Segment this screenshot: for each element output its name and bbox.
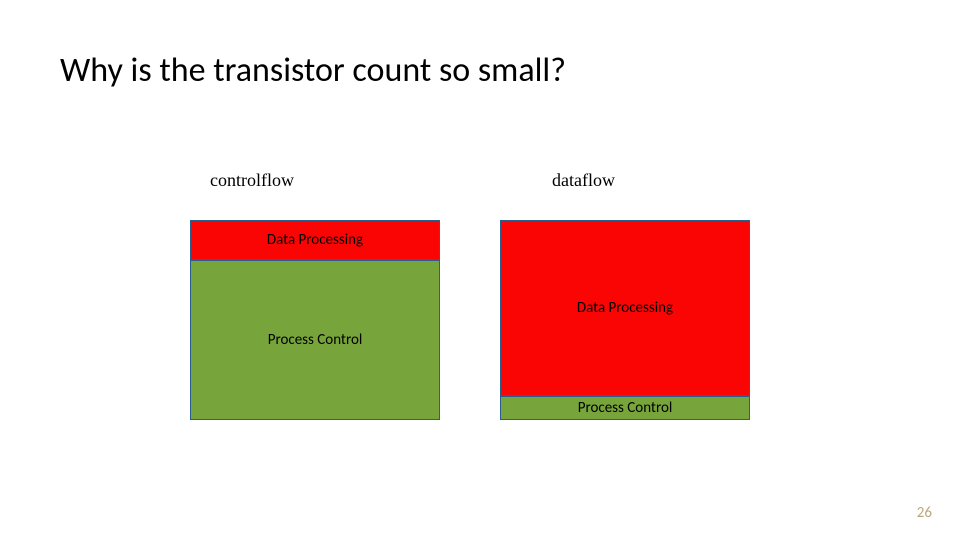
dataflow-diagram: Data Processing Process Control — [500, 220, 750, 420]
slide-title: Why is the transistor count so small? — [60, 50, 566, 91]
controlflow-data-processing-box: Data Processing — [190, 220, 440, 260]
box-label: Data Processing — [267, 231, 363, 249]
controlflow-diagram: Data Processing Process Control — [190, 220, 440, 420]
dataflow-process-control-box: Process Control — [500, 396, 750, 420]
controlflow-process-control-box: Process Control — [190, 260, 440, 420]
box-label: Data Processing — [577, 299, 673, 317]
dataflow-data-processing-box: Data Processing — [500, 220, 750, 396]
box-label: Process Control — [578, 399, 673, 417]
box-label: Process Control — [268, 331, 363, 349]
column-label-dataflow: dataflow — [552, 170, 615, 191]
column-label-controlflow: controlflow — [210, 170, 294, 191]
page-number: 26 — [917, 504, 932, 522]
